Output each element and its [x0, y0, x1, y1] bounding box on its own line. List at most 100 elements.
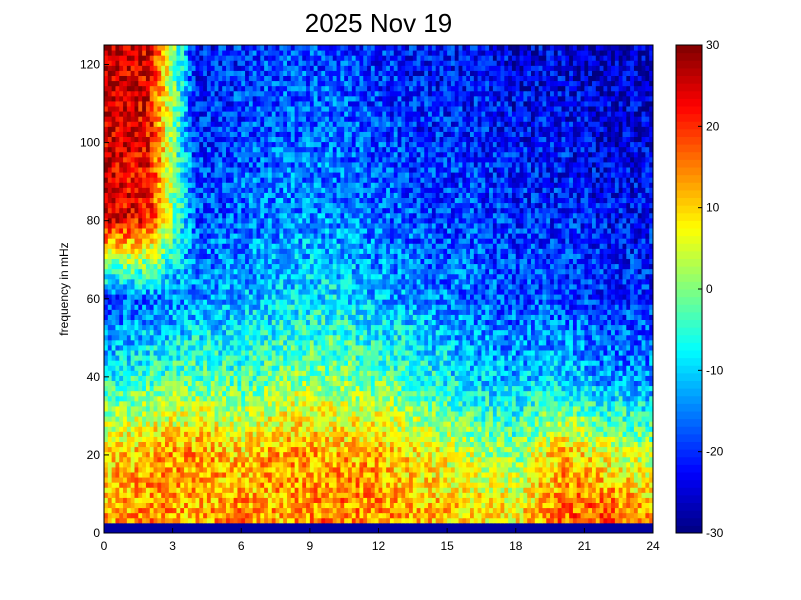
heatmap-cell [447, 380, 452, 387]
heatmap-cell [290, 507, 296, 514]
heatmap-cell [508, 436, 513, 442]
heatmap-cell [439, 527, 444, 534]
heatmap-cell [519, 375, 524, 381]
heatmap-cell [580, 461, 585, 468]
heatmap-cell [279, 395, 284, 402]
heatmap-cell [614, 461, 620, 468]
heatmap-cell [336, 400, 341, 407]
heatmap-cell [126, 421, 132, 427]
heatmap-cell [534, 487, 540, 493]
heatmap-cell [191, 365, 196, 371]
heatmap-cell [534, 380, 540, 387]
heatmap-cell [248, 477, 254, 483]
heatmap-cell [397, 472, 402, 478]
heatmap-cell [576, 395, 582, 402]
heatmap-cell [115, 405, 120, 412]
heatmap-cell [302, 355, 307, 361]
heatmap-cell [336, 370, 341, 376]
heatmap-cell [641, 507, 646, 514]
heatmap-cell [561, 360, 566, 366]
heatmap-cell [622, 400, 627, 407]
heatmap-cell [580, 477, 585, 483]
heatmap-cell [332, 416, 338, 422]
heatmap-cell [115, 512, 120, 519]
heatmap-cell [614, 522, 620, 529]
heatmap-cell [576, 400, 582, 407]
heatmap-cell [336, 527, 341, 534]
heatmap-cell [485, 502, 490, 509]
heatmap-cell [424, 472, 429, 478]
heatmap-cell [271, 436, 277, 442]
heatmap-cell [302, 400, 307, 407]
heatmap-cell [443, 390, 448, 397]
heatmap-cell [447, 390, 452, 397]
heatmap-cell [595, 360, 601, 366]
heatmap-cell [119, 517, 124, 524]
heatmap-cell [355, 517, 360, 524]
heatmap-cell [153, 522, 158, 529]
heatmap-cell [584, 411, 589, 417]
heatmap-cell [458, 472, 463, 478]
heatmap-cell [489, 512, 494, 519]
heatmap-cell [248, 390, 254, 397]
heatmap-cell [199, 400, 204, 407]
heatmap-cell [580, 385, 585, 392]
heatmap-cell [641, 431, 646, 437]
heatmap-cell [531, 497, 536, 503]
heatmap-cell [302, 517, 307, 524]
heatmap-cell [287, 421, 292, 427]
heatmap-cell [172, 426, 177, 432]
heatmap-cell [233, 400, 238, 407]
heatmap-cell [180, 472, 185, 478]
heatmap-cell [279, 512, 284, 519]
heatmap-cell [473, 456, 479, 463]
heatmap-cell [633, 421, 639, 427]
heatmap-cell [489, 390, 494, 397]
heatmap-cell [492, 512, 498, 519]
heatmap-cell [477, 482, 482, 488]
heatmap-cell [298, 360, 303, 366]
heatmap-cell [210, 360, 216, 366]
heatmap-cell [496, 431, 501, 437]
heatmap-cell [290, 395, 296, 402]
heatmap-cell [149, 411, 155, 417]
heatmap-cell [603, 482, 608, 488]
heatmap-cell [412, 370, 418, 376]
heatmap-cell [633, 411, 639, 417]
heatmap-cell [481, 472, 486, 478]
heatmap-cell [485, 472, 490, 478]
heatmap-cell [393, 385, 399, 392]
heatmap-cell [370, 507, 376, 514]
heatmap-cell [267, 395, 273, 402]
heatmap-cell [206, 451, 212, 458]
heatmap-cell [245, 482, 250, 488]
heatmap-cell [317, 431, 322, 437]
heatmap-cell [229, 360, 235, 366]
heatmap-cell [355, 411, 360, 417]
heatmap-cell [580, 416, 585, 422]
heatmap-cell [168, 380, 174, 387]
heatmap-cell [157, 482, 162, 488]
heatmap-cell [553, 370, 559, 376]
heatmap-cell [157, 527, 162, 534]
heatmap-cell [588, 527, 593, 534]
heatmap-cell [119, 527, 124, 534]
heatmap-cell [553, 385, 559, 392]
heatmap-cell [363, 426, 368, 432]
heatmap-cell [237, 492, 242, 498]
heatmap-cell [504, 360, 509, 366]
heatmap-cell [481, 436, 486, 442]
heatmap-cell [649, 426, 654, 432]
heatmap-cell [184, 426, 189, 432]
heatmap-cell [611, 416, 616, 422]
heatmap-cell [462, 522, 467, 529]
heatmap-cell [592, 395, 597, 402]
heatmap-cell [477, 461, 482, 468]
heatmap-cell [184, 461, 189, 468]
heatmap-cell [633, 426, 639, 432]
heatmap-cell [614, 436, 620, 442]
heatmap-cell [210, 441, 216, 448]
heatmap-cell [595, 502, 601, 509]
heatmap-cell [256, 466, 261, 473]
heatmap-cell [584, 380, 589, 387]
